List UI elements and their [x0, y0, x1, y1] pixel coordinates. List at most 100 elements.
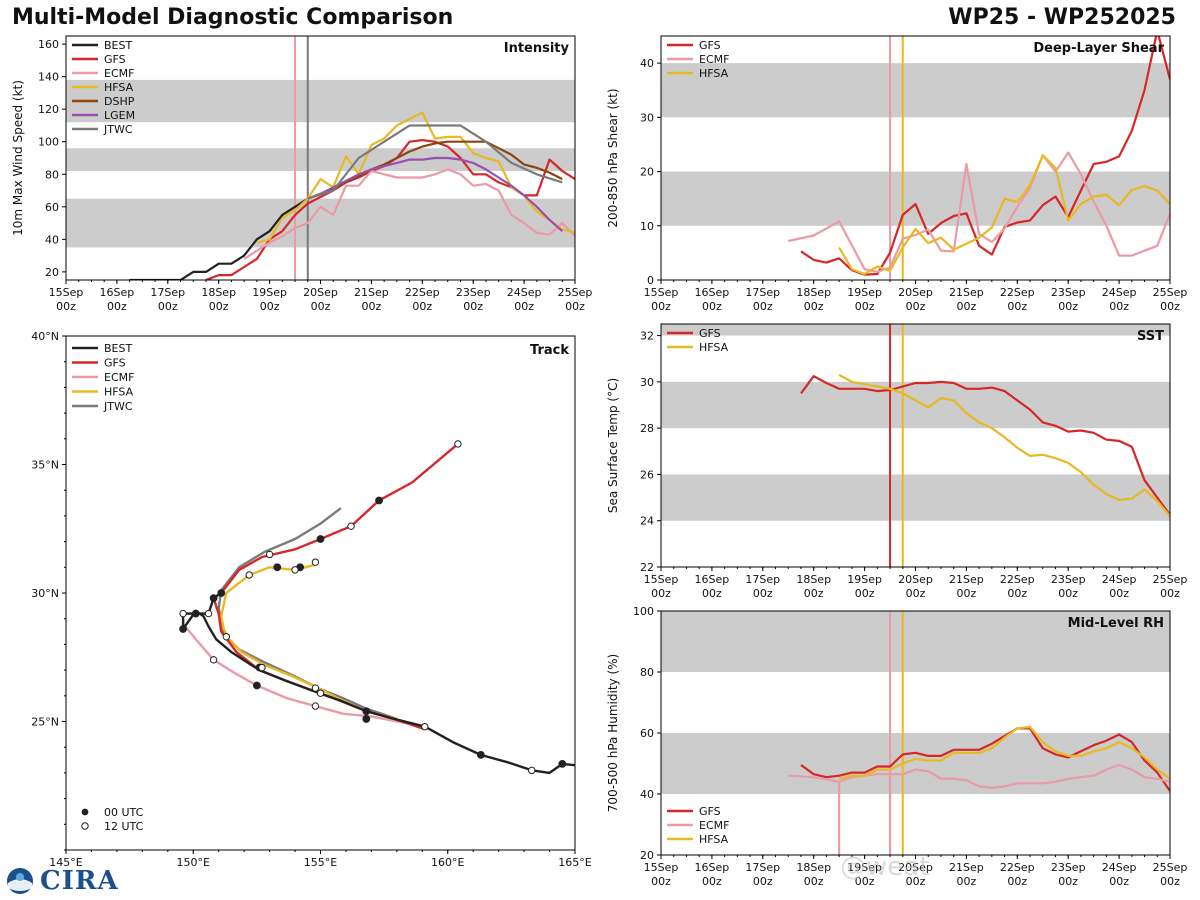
- x-tick-label: 00z: [855, 875, 875, 888]
- track-marker-00utc: [217, 589, 226, 597]
- x-tick-label: 25Sep: [558, 286, 593, 299]
- x-tick-label: 00z: [463, 300, 483, 313]
- x-tick-label: 18Sep: [796, 573, 831, 586]
- y-tick-label: 140: [38, 71, 59, 84]
- track-marker-12utc: [209, 656, 218, 664]
- x-tick-label: 00z: [753, 587, 773, 600]
- x-tick-label: 20Sep: [898, 573, 933, 586]
- track-marker-12utc: [528, 766, 536, 775]
- legend-label: ECMF: [699, 53, 729, 66]
- y-tick-label: 100: [38, 136, 59, 149]
- plot-area: [661, 36, 1170, 280]
- series-line-ecmf: [243, 168, 575, 260]
- y-tick-label: 30: [640, 111, 654, 124]
- legend-label: LGEM: [104, 109, 135, 122]
- x-tick-label: 145°E: [49, 856, 82, 869]
- x-tick-label: 15Sep: [644, 286, 679, 299]
- x-tick-label: 00z: [1109, 587, 1129, 600]
- y-tick-label: 30: [640, 376, 654, 389]
- x-tick-label: 00z: [514, 300, 534, 313]
- legend-label: HFSA: [104, 386, 134, 399]
- shaded-band: [661, 474, 1170, 521]
- x-tick-label: 00z: [1109, 300, 1129, 313]
- y-tick-label: 40: [45, 233, 59, 246]
- x-tick-label: 00z: [651, 300, 671, 313]
- x-tick-label: 16Sep: [695, 861, 730, 874]
- x-tick-label: 24Sep: [1102, 286, 1137, 299]
- plot-area: [661, 611, 1170, 855]
- x-tick-label: 19Sep: [847, 861, 882, 874]
- legend-label: 12 UTC: [104, 820, 144, 833]
- x-tick-label: 00z: [107, 300, 127, 313]
- shaded-band: [661, 63, 1170, 118]
- track-marker-12utc: [265, 550, 274, 559]
- x-tick-label: 00z: [957, 300, 977, 313]
- track-line-hfsa: [219, 563, 398, 721]
- plot-area: [66, 36, 575, 280]
- y-tick-label: 160: [38, 38, 59, 51]
- panel-rh: 2040608010015Sep00z16Sep00z17Sep00z18Sep…: [606, 605, 1187, 888]
- x-tick-label: 20Sep: [303, 286, 338, 299]
- y-tick-label: 120: [38, 103, 59, 116]
- legend-label: JTWC: [103, 400, 133, 413]
- track-line-gfs: [212, 442, 459, 731]
- x-tick-label: 21Sep: [354, 286, 389, 299]
- legend-label: DSHP: [104, 95, 135, 108]
- x-tick-label: 00z: [1007, 875, 1027, 888]
- x-tick-label: 00z: [957, 587, 977, 600]
- x-tick-label: 00z: [1160, 587, 1180, 600]
- shaded-band: [66, 148, 575, 172]
- x-tick-label: 00z: [412, 300, 432, 313]
- x-tick-label: 00z: [311, 300, 331, 313]
- y-tick-label: 20: [640, 166, 654, 179]
- y-tick-label: 25°N: [31, 716, 59, 729]
- track-marker-12utc: [311, 684, 320, 692]
- panel-sst: 22242628303215Sep00z16Sep00z17Sep00z18Se…: [606, 323, 1187, 600]
- legend-label: GFS: [699, 327, 721, 340]
- series-line-lgem: [307, 156, 564, 233]
- x-tick-label: 00z: [56, 300, 76, 313]
- legend-label: ECMF: [104, 371, 134, 384]
- x-tick-label: 00z: [209, 300, 229, 313]
- x-tick-label: 00z: [702, 300, 722, 313]
- plot-frame: [660, 323, 1171, 568]
- noaa-cira-logo-icon: [7, 868, 33, 894]
- y-tick-label: 0: [647, 274, 654, 287]
- y-tick-label: 60: [640, 727, 654, 740]
- y-tick-label: 100: [633, 605, 654, 618]
- y-axis-label: 700-500 hPa Humidity (%): [606, 654, 620, 812]
- x-tick-label: 00z: [957, 875, 977, 888]
- x-tick-label: 15Sep: [644, 861, 679, 874]
- legend-label: ECMF: [104, 67, 134, 80]
- x-tick-label: 00z: [651, 587, 671, 600]
- panel-shear: 01020304015Sep00z16Sep00z17Sep00z18Sep00…: [606, 35, 1187, 313]
- x-tick-label: 22Sep: [1000, 573, 1035, 586]
- panel-label: Mid-Level RH: [1068, 616, 1164, 631]
- track-marker-12utc: [222, 632, 231, 641]
- x-tick-label: 00z: [1058, 875, 1078, 888]
- track-marker-00utc: [476, 751, 485, 759]
- legend-label: HFSA: [104, 81, 134, 94]
- x-tick-label: 00z: [855, 300, 875, 313]
- x-tick-label: 150°E: [177, 856, 210, 869]
- x-tick-label: 18Sep: [796, 286, 831, 299]
- y-axis-label: Sea Surface Temp (°C): [606, 378, 620, 513]
- track-marker-00utc: [209, 594, 218, 603]
- y-tick-label: 60: [45, 201, 59, 214]
- x-tick-label: 00z: [1007, 300, 1027, 313]
- x-tick-label: 00z: [1058, 300, 1078, 313]
- x-tick-label: 15Sep: [644, 573, 679, 586]
- x-tick-label: 17Sep: [745, 286, 780, 299]
- legend-label: HFSA: [699, 341, 729, 354]
- x-tick-label: 22Sep: [405, 286, 440, 299]
- panel-label: SST: [1137, 329, 1164, 344]
- y-tick-label: 80: [45, 168, 59, 181]
- track-marker-12utc: [454, 440, 462, 448]
- x-tick-label: 00z: [906, 587, 926, 600]
- legend-label: HFSA: [699, 833, 729, 846]
- track-marker-00utc: [375, 496, 383, 505]
- panel-intensity: 2040608010012014016015Sep00z16Sep00z17Se…: [11, 35, 593, 313]
- track-marker-12utc: [421, 722, 429, 731]
- x-tick-label: 20Sep: [898, 286, 933, 299]
- x-tick-label: 00z: [855, 587, 875, 600]
